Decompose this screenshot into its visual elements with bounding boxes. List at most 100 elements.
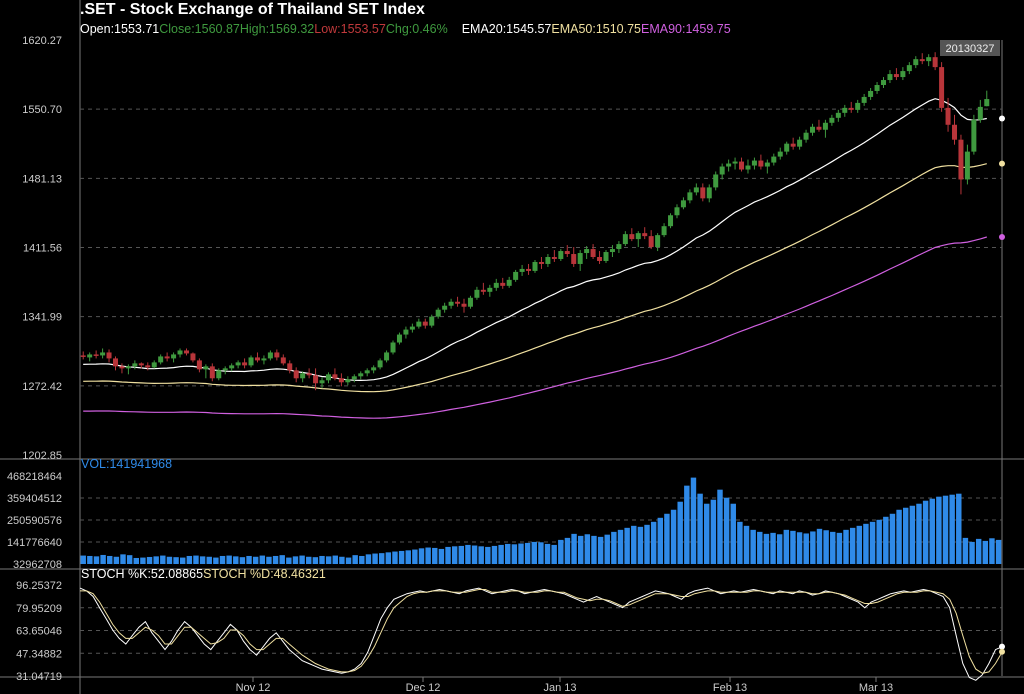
volume-bar [140, 557, 146, 564]
candle-body [732, 161, 738, 164]
candle-body [351, 376, 357, 380]
volume-tick-label: 359404512 [7, 493, 62, 505]
volume-bar [398, 550, 405, 564]
stoch-d-label: STOCH %D:48.46321 [203, 567, 326, 581]
candle-body [810, 126, 816, 133]
volume-bar [418, 548, 425, 564]
volume-bar [657, 517, 664, 564]
volume-bar [922, 500, 929, 564]
volume-bar [571, 533, 577, 564]
volume-bar [385, 552, 392, 564]
x-tick-label: Dec 12 [406, 682, 441, 694]
candle-body [932, 57, 938, 68]
candle-body [719, 166, 725, 175]
volume-bar [962, 537, 969, 564]
candle-body [506, 279, 512, 286]
volume-bar [564, 537, 571, 564]
volume-bar [830, 531, 836, 564]
candle-body [939, 67, 945, 108]
stoch-k-line [79, 587, 1003, 681]
volume-bar [292, 556, 299, 564]
candle-body [584, 249, 590, 254]
x-tick-label: Mar 13 [859, 682, 893, 694]
volume-bar [332, 555, 338, 564]
candle-body [532, 261, 538, 271]
volume-bar [120, 554, 126, 564]
candle-body [461, 303, 467, 307]
ema90-end-dot [999, 234, 1005, 241]
volume-bar [531, 541, 537, 564]
volume-bar [524, 542, 531, 564]
volume-bar [750, 529, 756, 564]
volume-bar [849, 527, 856, 564]
candle-body [609, 249, 615, 253]
stoch-tick-label: 31.04719 [16, 671, 62, 683]
ema20-line [83, 98, 987, 382]
volume-label: VOL:141941968 [81, 457, 173, 471]
volume-bar [723, 497, 730, 564]
volume-bar [160, 555, 166, 564]
candle-body [558, 251, 564, 259]
volume-bar [650, 521, 657, 564]
volume-tick-label: 32962708 [13, 559, 62, 571]
volume-bar [790, 530, 796, 564]
candle-body [196, 360, 202, 370]
volume-bar [345, 557, 352, 564]
volume-bar [551, 544, 557, 564]
volume-bar [299, 555, 305, 564]
candle-body [384, 352, 390, 361]
candle-body [648, 236, 654, 248]
candle-body [693, 187, 699, 193]
volume-bar [113, 556, 120, 564]
volume-bar [511, 544, 518, 564]
volume-bar [365, 554, 372, 564]
candle-body [958, 139, 964, 180]
volume-bar [538, 542, 544, 564]
candle-body [797, 139, 803, 147]
date-marker-label: 20130327 [946, 43, 995, 55]
volume-bar [737, 521, 743, 564]
candle-body [977, 106, 983, 120]
volume-tick-label: 141776640 [7, 537, 62, 549]
candle-body [622, 234, 628, 245]
candle-body [642, 233, 648, 237]
volume-bar [763, 533, 770, 564]
volume-bar [206, 556, 212, 564]
volume-bar [451, 546, 458, 564]
volume-bar [577, 535, 584, 564]
candle-body [442, 305, 448, 310]
volume-bar [995, 539, 1002, 564]
candle-body [138, 363, 144, 366]
candle-body [267, 352, 273, 359]
volume-bar [392, 551, 398, 564]
volume-bar [591, 535, 597, 564]
candle-body [855, 102, 861, 110]
volume-bar [266, 556, 272, 564]
candle-body [661, 226, 667, 236]
candle-body [564, 251, 570, 255]
volume-bar [710, 499, 717, 564]
candle-body [338, 378, 344, 383]
ohlc-info-row: Open:1553.71Close:1560.87High:1569.32Low… [80, 22, 731, 36]
candle-body [590, 249, 596, 258]
ema20-end-dot [999, 115, 1005, 122]
candle-body [409, 326, 415, 330]
volume-bar [796, 532, 803, 564]
volume-bar [233, 556, 239, 564]
candle-body [416, 321, 422, 327]
volume-bar [836, 532, 843, 564]
volume-bar [869, 521, 876, 564]
candle-body [745, 165, 751, 170]
price-tick-label: 1272.42 [22, 381, 62, 393]
candle-body [248, 357, 254, 366]
volume-bar [87, 555, 93, 564]
volume-bar [179, 557, 186, 564]
volume-bar [471, 545, 478, 564]
stoch-d-end-dot [999, 648, 1005, 655]
candle-body [171, 354, 177, 359]
volume-bar [325, 556, 332, 564]
candle-body [93, 354, 99, 356]
candle-body [467, 297, 473, 307]
stoch-tick-label: 96.25372 [16, 580, 62, 592]
candle-body [545, 257, 551, 264]
